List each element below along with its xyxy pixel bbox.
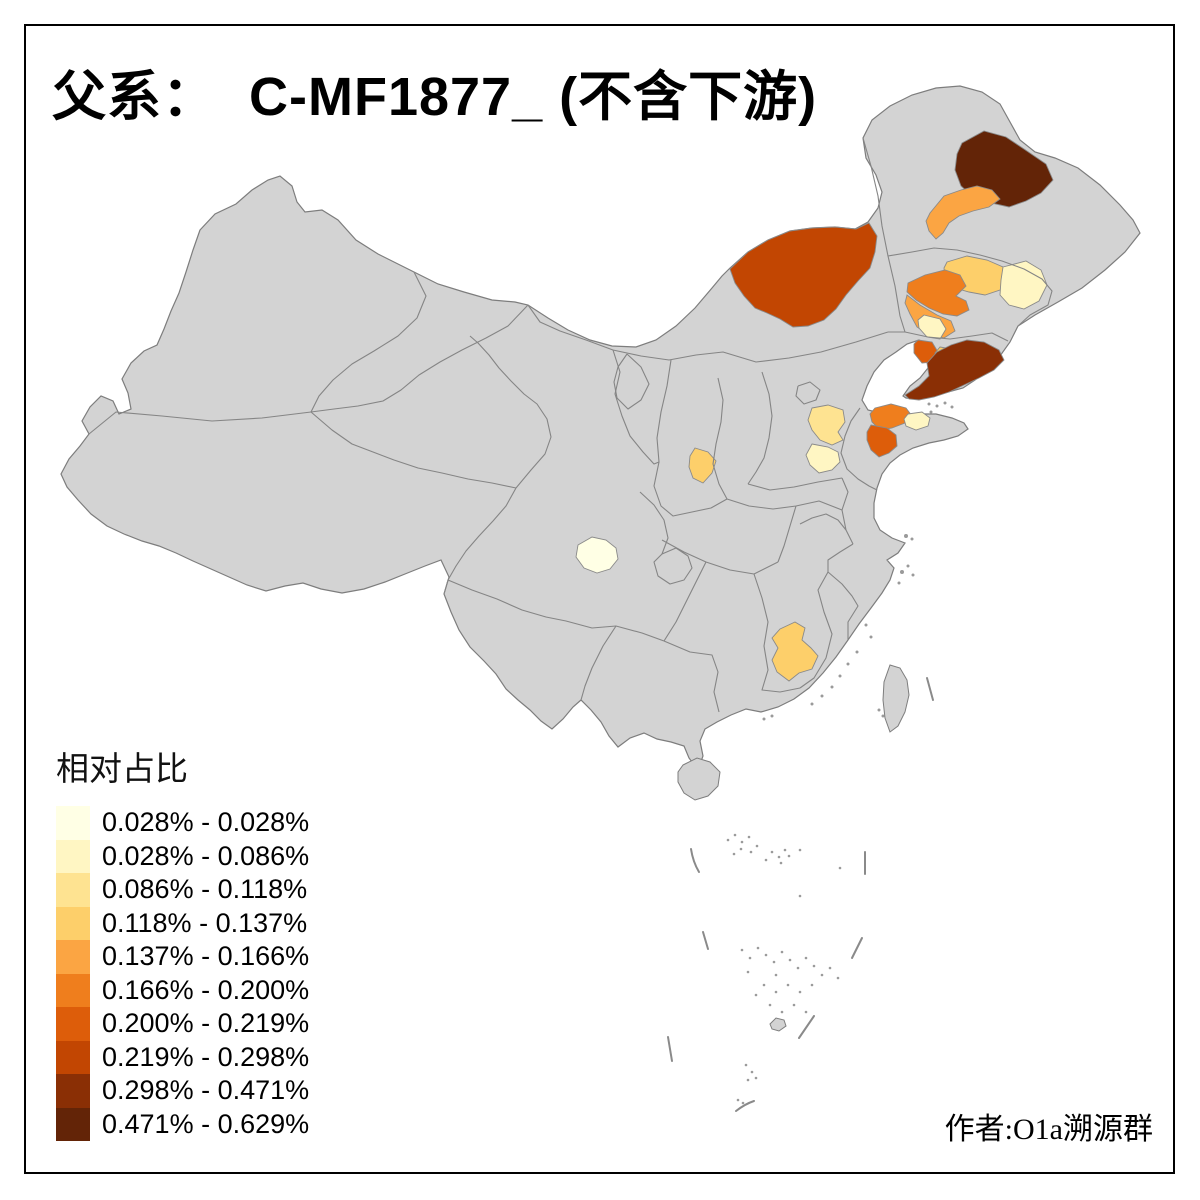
border-yunnan-guangxi	[580, 625, 617, 701]
border-gansu-corridor	[310, 304, 529, 413]
border-gansu-shaanxi	[612, 349, 660, 465]
legend-swatch-0	[56, 806, 90, 840]
spratly-islands	[736, 946, 840, 1105]
taiwan-island	[882, 664, 910, 733]
region-hebei-north	[807, 404, 846, 446]
legend-row-6: 0.200% - 0.219%	[56, 1007, 309, 1041]
border-heilongjiang-jilin	[887, 247, 1053, 327]
border-henan-hubei	[726, 498, 843, 511]
legend-row-0: 0.028% - 0.028%	[56, 806, 309, 840]
legend-swatch-9	[56, 1107, 90, 1141]
border-yunnan-sichuan	[447, 579, 665, 642]
border-tibet-sichuan	[443, 487, 517, 595]
legend-label-1: 0.028% - 0.086%	[102, 840, 310, 871]
legend-swatch-3	[56, 906, 90, 940]
legend-label-6: 0.200% - 0.219%	[102, 1008, 310, 1038]
border-guizhou-hunan	[663, 561, 707, 642]
border-sichuan-east	[639, 491, 693, 585]
legend-row-3: 0.118% - 0.137%	[56, 906, 309, 940]
region-ganzhou	[771, 621, 819, 682]
islands-layer	[667, 401, 954, 1112]
border-anhui-hubei	[777, 505, 797, 563]
legend-entries: 0.028% - 0.028% 0.028% - 0.086% 0.086% - 0…	[56, 806, 309, 1141]
border-guizhou-guangxi	[663, 640, 720, 713]
legend: 相对占比 0.028% - 0.028% 0.028% - 0.086% 0.086…	[56, 742, 309, 1141]
region-hebei-south	[805, 443, 841, 474]
border-xinjiang-gansu	[310, 271, 427, 413]
legend-swatch-2	[56, 873, 90, 907]
region-chengdu	[575, 536, 619, 574]
province-borders-layer	[88, 137, 1053, 713]
region-xilin-gol	[729, 222, 878, 328]
border-tibet-qinghai	[310, 411, 517, 489]
legend-swatch-1	[56, 839, 90, 873]
region-xian	[688, 447, 717, 484]
legend-swatch-8	[56, 1074, 90, 1108]
legend-swatch-6	[56, 1007, 90, 1041]
region-qingdao	[866, 424, 898, 458]
region-dalian	[904, 339, 1005, 401]
border-anhui-zhejiang	[827, 543, 859, 640]
border-innermongolia-south	[527, 304, 889, 363]
region-weihai	[903, 411, 931, 431]
legend-label-8: 0.298% - 0.471%	[102, 1075, 310, 1105]
regions-layer	[575, 130, 1054, 682]
legend-swatch-5	[56, 973, 90, 1007]
legend-label-0: 0.028% - 0.028%	[102, 807, 310, 837]
legend-label-5: 0.166% - 0.200%	[102, 974, 310, 1005]
border-ningxia	[613, 353, 650, 410]
legend-label-9: 0.471% - 0.629%	[102, 1108, 310, 1139]
paracel-islands	[726, 833, 842, 898]
border-shaanxi-shanxi	[712, 377, 728, 500]
legend-label-2: 0.086% - 0.118%	[102, 874, 308, 904]
page-title: 父系： C-MF1877_ (不含下游)	[52, 67, 818, 127]
legend-label-3: 0.118% - 0.137%	[102, 907, 308, 938]
region-jilin-east	[999, 260, 1048, 310]
legend-row-8: 0.298% - 0.471%	[56, 1074, 309, 1108]
nine-dash-line	[667, 677, 934, 1112]
legend-swatch-4	[56, 940, 90, 974]
legend-row-2: 0.086% - 0.118%	[56, 873, 309, 907]
region-qiqihar	[925, 185, 1001, 240]
coastal-islets	[762, 401, 954, 721]
border-shandong-west	[840, 407, 878, 491]
border-henan-north	[747, 477, 843, 491]
region-changchun	[906, 269, 970, 317]
border-hubei-hunan	[661, 539, 779, 575]
legend-row-1: 0.028% - 0.086%	[56, 839, 310, 873]
region-yantai	[869, 403, 913, 431]
border-jiangsu-anhui	[799, 513, 847, 531]
attribution: 作者:O1a溯源群	[944, 1113, 1153, 1146]
legend-swatch-7	[56, 1040, 90, 1074]
border-shaanxi-west	[653, 359, 728, 517]
legend-row-4: 0.137% - 0.166%	[56, 940, 309, 974]
legend-row-5: 0.166% - 0.200%	[56, 973, 310, 1007]
border-shanxi-hebei	[747, 371, 773, 485]
border-qinghai-east	[469, 335, 552, 489]
border-jilin-liaoning	[904, 331, 1009, 342]
legend-label-7: 0.219% - 0.298%	[102, 1041, 310, 1072]
legend-title: 相对占比	[56, 752, 188, 788]
hainan-island	[677, 757, 721, 801]
border-xinjiang-tibet	[88, 411, 312, 435]
border-hunan-jiangxi	[753, 573, 801, 693]
legend-label-4: 0.137% - 0.166%	[102, 941, 310, 971]
border-beijing	[795, 381, 821, 405]
border-jiangxi-fujian	[799, 571, 833, 689]
legend-row-7: 0.219% - 0.298%	[56, 1040, 310, 1074]
legend-row-9: 0.471% - 0.629%	[56, 1107, 310, 1141]
